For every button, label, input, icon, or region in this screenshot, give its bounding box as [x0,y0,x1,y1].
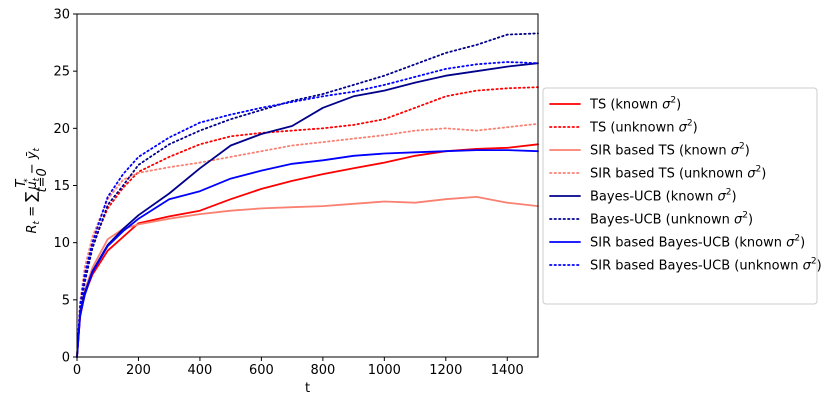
y-axis-label-text: Rt = ∑μt* − ȳt [22,147,42,233]
series-line-8 [76,61,539,358]
series-line-6 [76,32,539,358]
legend-label: Bayes-UCB (unknown σ2) [590,211,753,228]
series-line-4 [76,122,539,358]
plot-series-group [76,32,539,358]
x-tick-label: 600 [249,363,274,378]
x-tick-label: 400 [188,363,213,378]
y-tick-label: 30 [53,8,70,23]
legend: TS (known σ2) TS (unknown σ2) SIR based TS… [542,87,822,305]
series-line-5 [76,62,539,358]
sum-upper-limit: T [14,179,29,188]
x-tick-label: 1000 [368,363,401,378]
series-line-1 [76,143,539,358]
series-line-3 [76,195,539,358]
y-tick-label: 0 [62,351,70,366]
legend-label: TS (unknown σ2) [589,119,698,136]
x-tick-label: 800 [310,363,335,378]
legend-box [542,87,818,305]
legend-label: Bayes-UCB (known σ2) [590,188,737,205]
series-line-7 [76,149,539,358]
legend-label: SIR based TS (known σ2) [590,142,750,159]
legend-label: SIR based TS (unknown σ2) [590,165,766,182]
y-tick-label: 5 [62,293,70,308]
y-tick-label: 25 [53,65,70,80]
legend-label: SIR based Bayes-UCB (unknown σ2) [590,257,822,274]
x-axis: 0 200 400 600 800 1000 1200 1400 [73,357,524,378]
legend-label: TS (known σ2) [589,96,681,113]
sum-lower-limit: t=0 [35,168,50,192]
y-tick-label: 20 [53,122,70,137]
y-axis-label: Rt = ∑μt* − ȳtT t=0 [14,147,50,233]
x-tick-label: 1400 [491,363,524,378]
y-tick-label: 15 [53,179,70,194]
legend-label: SIR based Bayes-UCB (known σ2) [590,234,805,251]
x-tick-label: 200 [126,363,151,378]
y-tick-label: 10 [53,236,70,251]
y-axis: 0 5 10 15 20 25 30 [53,8,77,366]
series-line-2 [76,86,539,358]
x-tick-label: 1200 [429,363,462,378]
x-tick-label: 0 [73,363,81,378]
x-axis-label: t [305,381,310,396]
